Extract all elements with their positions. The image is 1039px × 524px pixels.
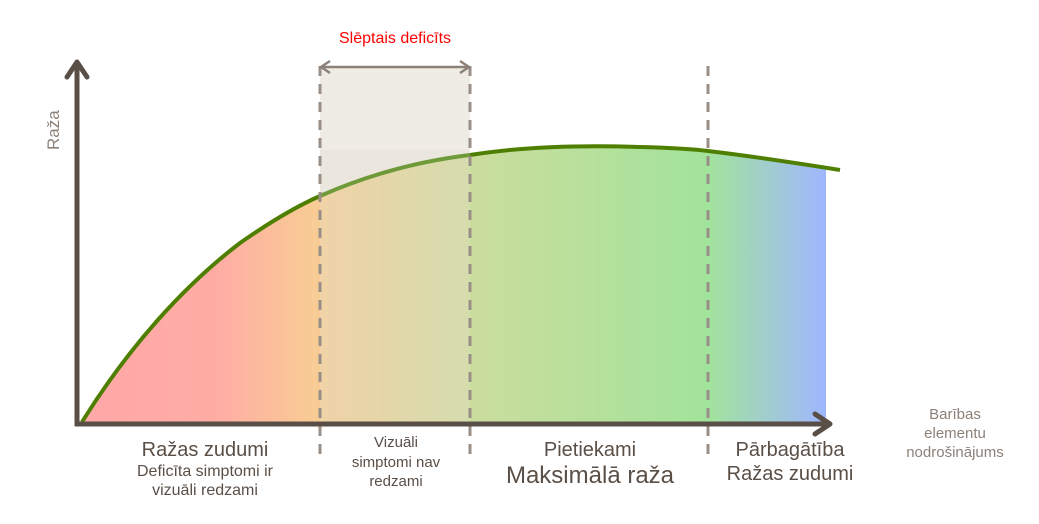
- arrowhead-left-icon: [318, 59, 331, 75]
- hidden-deficit-overlay: [320, 150, 470, 422]
- zone-deficit-label: Ražas zudumi Deficīta simptomi ir vizuāl…: [90, 438, 320, 500]
- zone-hidden-line3: redzami: [369, 473, 423, 490]
- y-axis-arrow-icon: [64, 59, 90, 80]
- yield-curve-hidden-segment: [319, 153, 471, 198]
- zone-hidden-line2: simptomi nav: [351, 453, 441, 471]
- x-axis-label-text: Barības elementu nodrošinājums: [906, 406, 1004, 461]
- x-axis-arrow-icon: [812, 411, 833, 437]
- zone-excess-label: Pārbagātība Ražas zudumi: [705, 438, 875, 486]
- zone-hidden-label: Vizuāli simptomi nav redzami: [322, 433, 470, 492]
- y-axis-label: Raža: [44, 110, 63, 150]
- zone-sufficient-subtitle: Maksimālā raža: [505, 462, 675, 489]
- zone-excess-subtitle: Ražas zudumi: [726, 463, 854, 485]
- zone-deficit-line2: vizuāli redzami: [152, 482, 258, 500]
- yield-curve: [80, 194, 321, 424]
- hidden-deficit-label: Slēptais deficīts: [338, 30, 452, 47]
- yield-area-fill: [82, 146, 826, 422]
- zone-sufficient-label: Pietiekami Maksimālā raža: [470, 438, 710, 491]
- zone-hidden-line1: Vizuāli: [374, 434, 418, 451]
- zone-excess-title: Pārbagātība: [735, 439, 845, 461]
- yield-curve-right: [469, 144, 841, 172]
- arrowhead-right-icon: [459, 59, 472, 75]
- zone-deficit-title: Ražas zudumi: [141, 439, 269, 461]
- zone-sufficient-title: Pietiekami: [543, 439, 637, 461]
- zone-deficit-line1: Deficīta simptomi ir: [136, 463, 274, 480]
- x-axis-label: Barības elementu nodrošinājums: [885, 406, 1025, 462]
